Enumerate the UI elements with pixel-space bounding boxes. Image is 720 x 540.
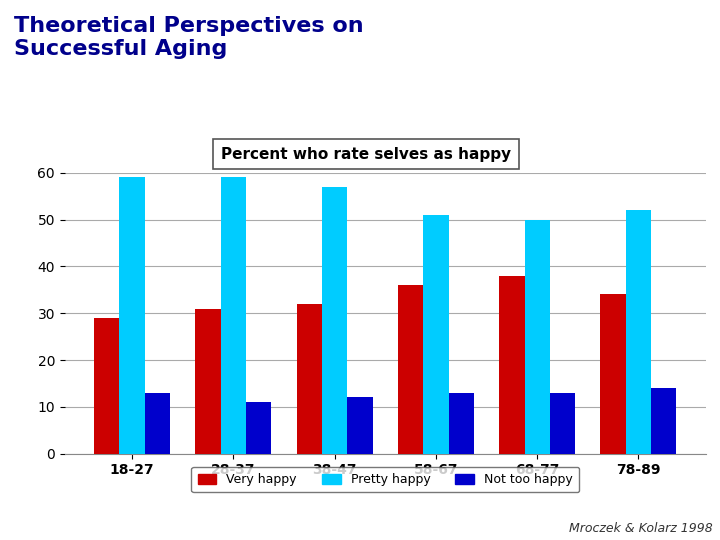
- Bar: [94, 318, 120, 454]
- Bar: [651, 388, 677, 454]
- Text: Mroczek & Kolarz 1998: Mroczek & Kolarz 1998: [569, 522, 713, 535]
- Bar: [195, 308, 220, 454]
- Bar: [145, 393, 170, 454]
- Bar: [322, 187, 347, 454]
- Bar: [246, 402, 271, 454]
- Bar: [297, 304, 322, 454]
- Bar: [449, 393, 474, 454]
- Text: Percent who rate selves as happy: Percent who rate selves as happy: [221, 146, 511, 161]
- Bar: [398, 285, 423, 454]
- Bar: [524, 220, 550, 454]
- Bar: [626, 210, 651, 454]
- Bar: [423, 215, 449, 454]
- Bar: [600, 294, 626, 454]
- Bar: [499, 276, 524, 454]
- Bar: [220, 178, 246, 454]
- Bar: [347, 397, 372, 454]
- Legend: Very happy, Pretty happy, Not too happy: Very happy, Pretty happy, Not too happy: [192, 467, 579, 492]
- Bar: [120, 178, 145, 454]
- Bar: [550, 393, 575, 454]
- Text: Theoretical Perspectives on
Successful Aging: Theoretical Perspectives on Successful A…: [14, 16, 364, 59]
